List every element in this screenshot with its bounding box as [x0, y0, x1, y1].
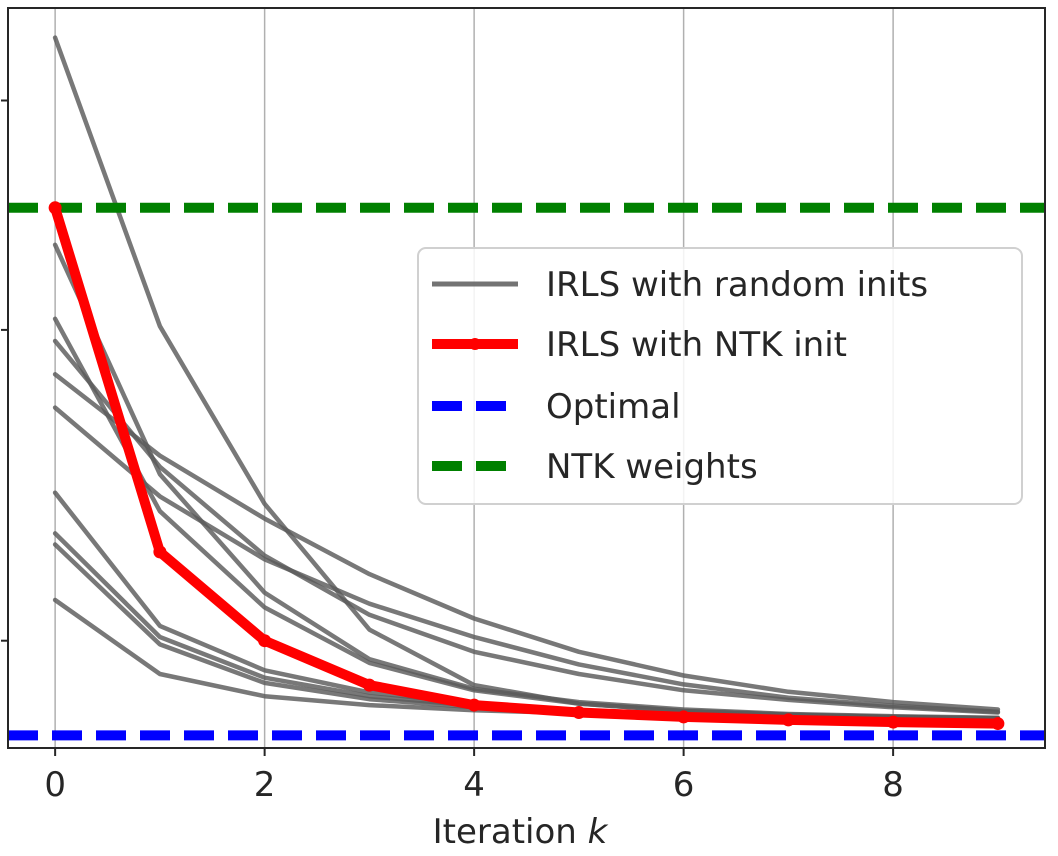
- legend-label-optimal: Optimal: [546, 387, 681, 427]
- x-tick-label-0: 0: [44, 765, 66, 805]
- legend-label-random: IRLS with random inits: [546, 265, 928, 305]
- legend-label-ntk-init: IRLS with NTK init: [546, 325, 847, 365]
- ntk-init-point-0: [48, 201, 62, 215]
- x-tick-label-8: 8: [882, 765, 904, 805]
- legend-swatch-ntk-init-marker: [469, 338, 481, 350]
- ntk-init-point-6: [677, 710, 691, 724]
- ntk-init-point-7: [781, 713, 795, 727]
- x-tick-label-6: 6: [673, 765, 695, 805]
- y-axis-ticks: [1, 99, 8, 642]
- series-ntk-init: [50, 202, 1003, 729]
- ntk-init-point-2: [258, 634, 272, 648]
- series-random-init-8: [52, 531, 1001, 721]
- series-random-init-7: [52, 490, 1001, 721]
- plot-frame: [7, 7, 1046, 749]
- x-tick-label-2: 2: [254, 765, 276, 805]
- legend-box: [417, 247, 1023, 505]
- legend-label-ntk-weights: NTK weights: [546, 447, 758, 487]
- ntk-init-point-8: [886, 715, 900, 729]
- series-random-init-5: [52, 372, 1001, 712]
- ntk-init-point-9: [991, 717, 1005, 731]
- ntk-init-point-5: [572, 705, 586, 719]
- series-random-init-6: [52, 405, 1001, 714]
- ntk-init-point-3: [362, 678, 376, 692]
- x-axis-label: Iteration k: [433, 812, 609, 852]
- ntk-init-point-1: [153, 545, 167, 559]
- legend: IRLS with random inits IRLS with NTK ini…: [417, 247, 1023, 505]
- ntk-init-point-4: [467, 698, 481, 712]
- x-axis-ticks: 0 2 4 6 8: [44, 748, 904, 805]
- x-tick-label-4: 4: [463, 765, 485, 805]
- reference-lines: [8, 201, 1045, 741]
